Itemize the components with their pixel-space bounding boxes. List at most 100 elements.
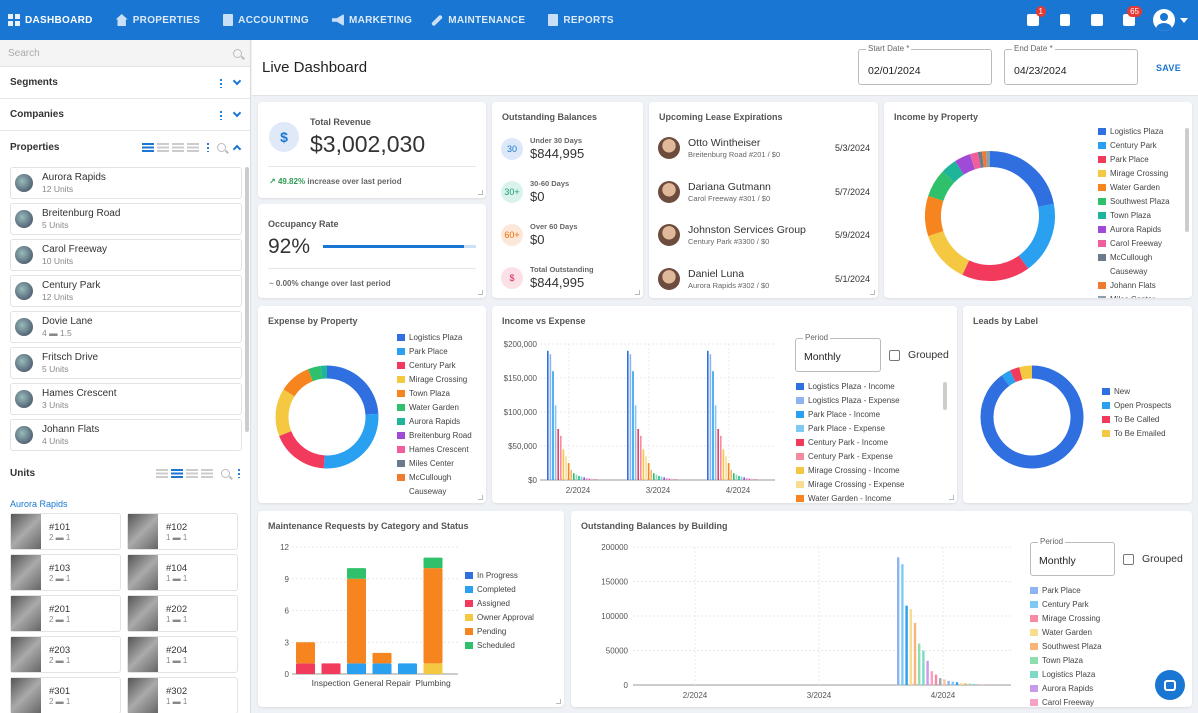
- resize-handle[interactable]: [478, 190, 483, 195]
- unit-card[interactable]: #103 2 ▬ 1: [10, 554, 121, 591]
- unit-card[interactable]: #302 1 ▬ 1: [127, 677, 238, 713]
- units-section[interactable]: Units: [0, 457, 250, 489]
- property-list-item[interactable]: Breitenburg Road 5 Units: [10, 203, 242, 235]
- legend-item[interactable]: Miles Center: [397, 457, 485, 471]
- unit-card[interactable]: #101 2 ▬ 1: [10, 513, 121, 550]
- legend-item[interactable]: Pending: [465, 625, 560, 639]
- legend-item[interactable]: Aurora Rapids: [397, 415, 485, 429]
- search-icon[interactable]: [217, 142, 226, 152]
- legend-item[interactable]: Water Garden - Income: [796, 492, 936, 503]
- start-date-field[interactable]: Start Date * 02/01/2024: [858, 44, 992, 85]
- property-list-item[interactable]: Hames Crescent 3 Units: [10, 383, 242, 415]
- legend-item[interactable]: Water Garden: [1098, 181, 1188, 195]
- documents-button[interactable]: [1049, 0, 1081, 40]
- legend-item[interactable]: New: [1102, 385, 1190, 399]
- unit-card[interactable]: #301 2 ▬ 1: [10, 677, 121, 713]
- legend-item[interactable]: Town Plaza: [1098, 209, 1188, 223]
- legend-item[interactable]: Breitenburg Road: [397, 429, 485, 443]
- property-list-item[interactable]: Dovie Lane 4 ▬ 1.5: [10, 311, 242, 343]
- unit-card[interactable]: #204 1 ▬ 1: [127, 636, 238, 673]
- legend-item[interactable]: Owner Approval: [465, 611, 560, 625]
- chat-launcher-button[interactable]: [1155, 670, 1185, 700]
- nav-dashboard[interactable]: DASHBOARD: [8, 14, 93, 26]
- legend-item[interactable]: Southwest Plaza: [1030, 640, 1170, 654]
- legend-item[interactable]: Water Garden: [397, 401, 485, 415]
- legend-item[interactable]: Park Place: [397, 345, 485, 359]
- legend-item[interactable]: Park Place: [1098, 153, 1188, 167]
- lease-row[interactable]: Otto Wintheiser Breitenburg Road #201 / $…: [658, 131, 870, 165]
- lease-row[interactable]: Johnston Services Group Century Park #330…: [658, 218, 870, 252]
- property-list-item[interactable]: Fritsch Drive 5 Units: [10, 347, 242, 379]
- nav-reports[interactable]: REPORTS: [548, 14, 614, 26]
- print-queue-button[interactable]: 1: [1017, 0, 1049, 40]
- more-icon[interactable]: [207, 142, 209, 152]
- legend-item[interactable]: Southwest Plaza: [1098, 195, 1188, 209]
- resize-handle[interactable]: [635, 290, 640, 295]
- nav-marketing[interactable]: MARKETING: [331, 14, 412, 26]
- unit-card[interactable]: #102 1 ▬ 1: [127, 513, 238, 550]
- property-list-item[interactable]: Carol Freeway 10 Units: [10, 239, 242, 271]
- chevron-down-icon[interactable]: [232, 108, 242, 118]
- legend-item[interactable]: Town Plaza: [397, 387, 485, 401]
- segments-section[interactable]: Segments: [0, 67, 250, 99]
- legend-item[interactable]: Logistics Plaza - Expense: [796, 394, 936, 408]
- legend-item[interactable]: Park Place: [1030, 584, 1170, 598]
- chevron-up-icon[interactable]: [232, 144, 242, 153]
- legend-item[interactable]: Park Place - Expense: [796, 422, 936, 436]
- print-button[interactable]: [1081, 0, 1113, 40]
- property-list-item[interactable]: Johann Flats 4 Units: [10, 419, 242, 451]
- legend-item[interactable]: Century Park: [1098, 139, 1188, 153]
- legend-item[interactable]: Logistics Plaza: [1098, 125, 1188, 139]
- legend-item[interactable]: Century Park - Income: [796, 436, 936, 450]
- property-list-item[interactable]: Aurora Rapids 12 Units: [10, 167, 242, 199]
- properties-section[interactable]: Properties: [0, 131, 250, 163]
- legend-item[interactable]: Miles Center: [1098, 293, 1188, 298]
- legend-item[interactable]: Century Park - Expense: [796, 450, 936, 464]
- chevron-down-icon[interactable]: [232, 76, 242, 86]
- legend-item[interactable]: Mirage Crossing: [1030, 612, 1170, 626]
- more-icon[interactable]: [238, 468, 240, 478]
- property-list-scrollbar[interactable]: [245, 167, 249, 432]
- avatar[interactable]: [1153, 9, 1175, 31]
- resize-handle[interactable]: [556, 699, 561, 704]
- compact-view-icon[interactable]: [201, 468, 213, 478]
- unit-card[interactable]: #203 2 ▬ 1: [10, 636, 121, 673]
- legend-item[interactable]: Mirage Crossing - Income: [796, 464, 936, 478]
- more-icon[interactable]: [220, 109, 222, 120]
- legend-item[interactable]: Mirage Crossing - Expense: [796, 478, 936, 492]
- legend-item[interactable]: Park Place - Income: [796, 408, 936, 422]
- legend-item[interactable]: Hames Crescent: [397, 443, 485, 457]
- nav-properties[interactable]: PROPERTIES: [115, 14, 200, 26]
- grouped-checkbox[interactable]: Grouped: [889, 349, 949, 361]
- legend-item[interactable]: Century Park: [1030, 598, 1170, 612]
- legend-item[interactable]: Assigned: [465, 597, 560, 611]
- tile-view-icon[interactable]: [186, 468, 198, 478]
- grid-view-icon[interactable]: [171, 468, 183, 478]
- resize-handle[interactable]: [949, 495, 954, 500]
- legend-item[interactable]: McCullough Causeway: [397, 471, 485, 499]
- legend-item[interactable]: Open Prospects: [1102, 399, 1190, 413]
- chevron-down-icon[interactable]: [1180, 17, 1188, 23]
- legend-item[interactable]: Aurora Rapids: [1030, 682, 1170, 696]
- legend-item[interactable]: In Progress: [465, 569, 560, 583]
- lease-row[interactable]: Dariana Gutmann Carol Freeway #301 / $0 5/…: [658, 175, 870, 209]
- list-view-icon[interactable]: [142, 142, 154, 152]
- more-icon[interactable]: [220, 77, 222, 88]
- grid-view-icon[interactable]: [157, 142, 169, 152]
- unit-card[interactable]: #201 2 ▬ 1: [10, 595, 121, 632]
- resize-handle[interactable]: [478, 495, 483, 500]
- legend-item[interactable]: Carol Freeway: [1098, 237, 1188, 251]
- resize-handle[interactable]: [870, 290, 875, 295]
- legend-item[interactable]: Mirage Crossing: [1098, 167, 1188, 181]
- unit-group-label[interactable]: Aurora Rapids: [10, 499, 68, 509]
- resize-handle[interactable]: [478, 290, 483, 295]
- period-select[interactable]: Period Monthly: [1030, 537, 1115, 576]
- lease-row[interactable]: Daniel Luna Aurora Rapids #302 / $0 5/1/20…: [658, 262, 870, 296]
- unit-card[interactable]: #202 1 ▬ 1: [127, 595, 238, 632]
- search-icon[interactable]: [221, 468, 230, 478]
- legend-scrollbar[interactable]: [943, 382, 947, 410]
- legend-item[interactable]: Completed: [465, 583, 560, 597]
- list-view-icon[interactable]: [156, 468, 168, 478]
- property-list-item[interactable]: Century Park 12 Units: [10, 275, 242, 307]
- end-date-field[interactable]: End Date * 04/23/2024: [1004, 44, 1138, 85]
